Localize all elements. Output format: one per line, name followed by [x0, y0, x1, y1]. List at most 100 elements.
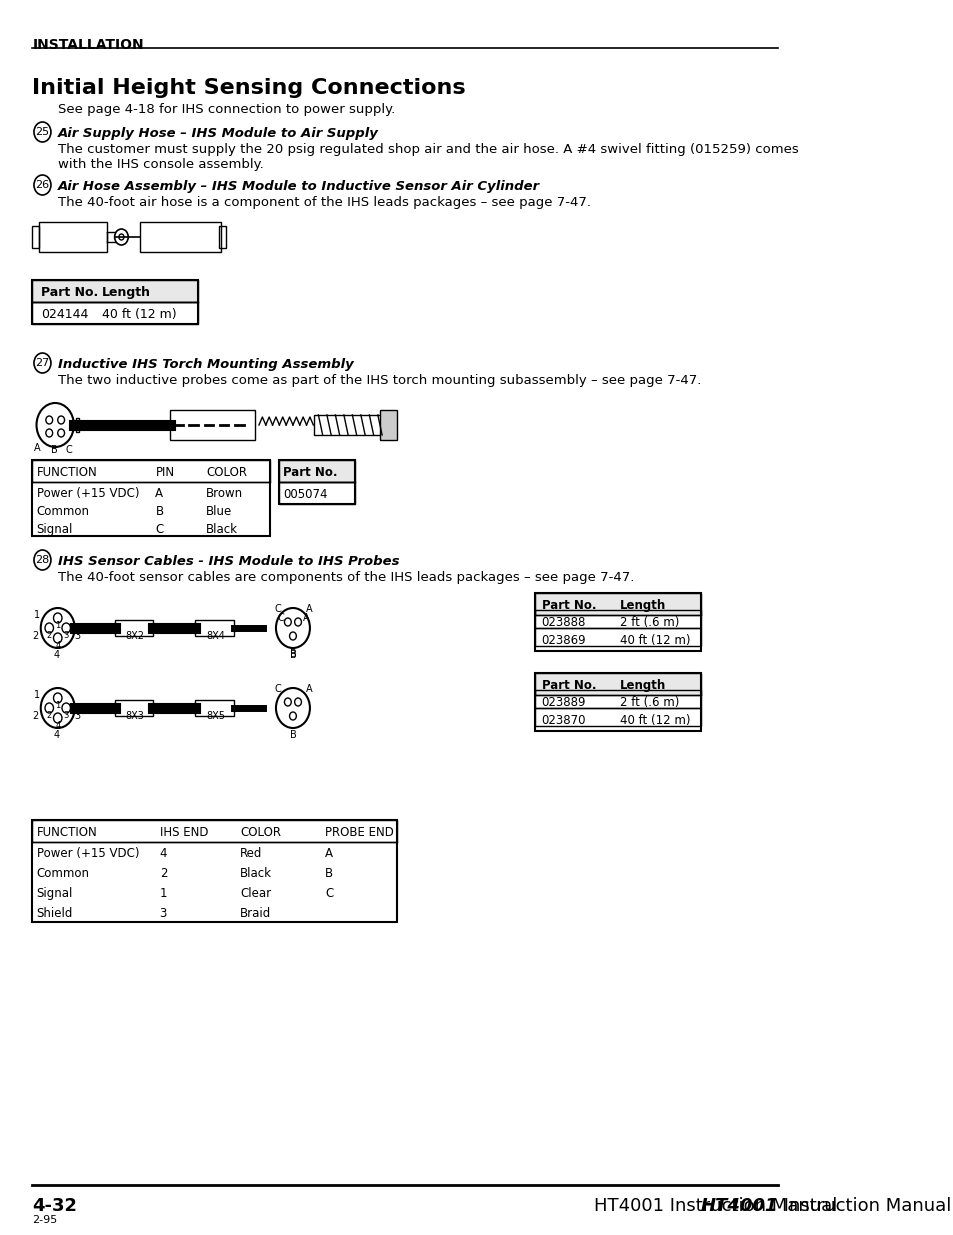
Text: A: A	[325, 847, 333, 860]
Text: 2: 2	[32, 631, 38, 641]
Text: 2: 2	[47, 631, 51, 640]
Bar	[32, 303, 197, 324]
Text: 024144: 024144	[41, 308, 88, 321]
Bar	[535, 629, 700, 646]
Text: Part No.: Part No.	[282, 466, 337, 479]
Bar	[32, 226, 39, 248]
Bar	[32, 459, 270, 482]
Bar	[39, 222, 107, 252]
Text: C: C	[274, 684, 281, 694]
Bar	[195, 700, 233, 716]
Text: 40 ft (12 m): 40 ft (12 m)	[102, 308, 176, 321]
Bar	[32, 280, 197, 324]
Text: Clear: Clear	[240, 887, 272, 900]
Bar	[535, 673, 700, 731]
Bar	[114, 620, 152, 636]
Text: 40 ft (12 m): 40 ft (12 m)	[619, 714, 690, 727]
Bar	[195, 620, 233, 636]
Text: 2: 2	[159, 867, 167, 881]
Text: B: B	[290, 730, 296, 740]
Text: HT4001 Instruction Manual: HT4001 Instruction Manual	[594, 1197, 837, 1215]
Text: Power (+15 VDC): Power (+15 VDC)	[36, 487, 139, 500]
Text: COLOR: COLOR	[206, 466, 247, 479]
Text: 8X5: 8X5	[206, 711, 225, 721]
Text: FUNCTION: FUNCTION	[36, 466, 97, 479]
Bar	[535, 593, 700, 651]
Text: C: C	[325, 887, 334, 900]
Text: 8X3: 8X3	[126, 711, 145, 721]
Text: Length: Length	[102, 287, 151, 299]
Text: B: B	[325, 867, 333, 881]
Text: C: C	[155, 522, 164, 536]
Text: C: C	[277, 613, 284, 622]
Bar	[219, 226, 226, 248]
Text: 8X2: 8X2	[126, 631, 145, 641]
Text: Part No.: Part No.	[541, 679, 596, 692]
Bar	[535, 610, 700, 629]
Text: Brown: Brown	[206, 487, 243, 500]
Bar	[314, 415, 382, 435]
Text: B: B	[290, 650, 296, 659]
Text: B: B	[290, 650, 296, 659]
Bar	[32, 820, 397, 842]
Text: IHS END: IHS END	[159, 826, 208, 839]
Text: Signal: Signal	[36, 522, 72, 536]
Text: 25: 25	[35, 127, 50, 137]
Text: 023870: 023870	[541, 714, 586, 727]
Bar	[76, 417, 79, 432]
Text: A: A	[303, 613, 310, 622]
Text: 4: 4	[55, 641, 60, 650]
Text: The 40-foot sensor cables are components of the IHS leads packages – see page 7-: The 40-foot sensor cables are components…	[58, 571, 634, 584]
Text: HT4001: HT4001	[700, 1197, 777, 1215]
Text: A: A	[155, 487, 163, 500]
Text: The customer must supply the 20 psig regulated shop air and the air hose. A #4 s: The customer must supply the 20 psig reg…	[58, 143, 798, 170]
Text: Power (+15 VDC): Power (+15 VDC)	[36, 847, 139, 860]
Text: See page 4-18 for IHS connection to power supply.: See page 4-18 for IHS connection to powe…	[58, 103, 395, 116]
Text: A: A	[305, 604, 312, 614]
Text: PROBE END: PROBE END	[325, 826, 394, 839]
Text: Black: Black	[206, 522, 238, 536]
Text: A: A	[34, 443, 41, 453]
Text: 023889: 023889	[541, 697, 586, 709]
Text: IHS Sensor Cables - IHS Module to IHS Probes: IHS Sensor Cables - IHS Module to IHS Pr…	[58, 555, 398, 568]
Text: 28: 28	[35, 555, 50, 564]
Text: 4: 4	[53, 730, 59, 740]
Text: Length: Length	[619, 599, 665, 613]
Text: PIN: PIN	[155, 466, 174, 479]
Text: 1: 1	[55, 701, 60, 710]
Text: 1: 1	[34, 690, 40, 700]
Text: C: C	[66, 445, 72, 454]
Text: B: B	[51, 445, 57, 454]
Text: 023888: 023888	[541, 616, 585, 629]
Text: 8X4: 8X4	[206, 631, 225, 641]
Text: 3: 3	[64, 711, 69, 720]
Text: Part No.: Part No.	[541, 599, 596, 613]
Text: 4: 4	[55, 721, 60, 730]
Bar	[278, 482, 355, 504]
Text: 2-95: 2-95	[32, 1215, 57, 1225]
Text: 27: 27	[35, 358, 50, 368]
Text: 2 ft (.6 m): 2 ft (.6 m)	[619, 697, 679, 709]
Text: Air Supply Hose – IHS Module to Air Supply: Air Supply Hose – IHS Module to Air Supp…	[58, 127, 378, 140]
Text: 023869: 023869	[541, 634, 586, 647]
Text: 3: 3	[74, 711, 81, 721]
Text: 3: 3	[159, 906, 167, 920]
Text: FUNCTION: FUNCTION	[36, 826, 97, 839]
Bar	[535, 593, 700, 615]
Text: The two inductive probes come as part of the IHS torch mounting subassembly – se: The two inductive probes come as part of…	[58, 374, 700, 387]
Text: Inductive IHS Torch Mounting Assembly: Inductive IHS Torch Mounting Assembly	[58, 358, 354, 370]
Text: 1: 1	[159, 887, 167, 900]
Text: C: C	[274, 604, 281, 614]
Text: Braid: Braid	[240, 906, 272, 920]
Text: 2 ft (.6 m): 2 ft (.6 m)	[619, 616, 679, 629]
Text: 4: 4	[159, 847, 167, 860]
Bar	[278, 459, 355, 504]
Text: 26: 26	[35, 180, 50, 190]
Text: Blue: Blue	[206, 505, 233, 517]
Text: Red: Red	[240, 847, 262, 860]
Text: 2: 2	[47, 711, 51, 720]
Text: 4-32: 4-32	[32, 1197, 77, 1215]
Text: 1: 1	[55, 621, 60, 630]
Text: 3: 3	[74, 631, 81, 641]
Text: 4: 4	[53, 650, 59, 659]
